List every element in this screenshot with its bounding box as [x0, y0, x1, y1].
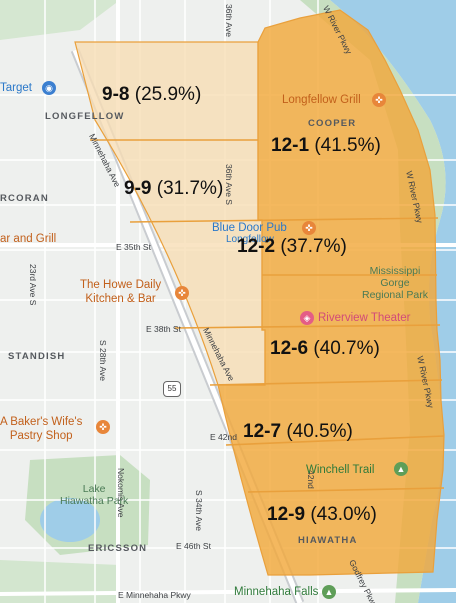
- precinct-id: 12-1: [271, 135, 310, 156]
- precinct-id: 12-2: [237, 236, 276, 257]
- shopping-bag-icon[interactable]: ◉: [42, 81, 56, 95]
- poi-label-line: A Baker's Wife's: [0, 416, 83, 428]
- park-label-line: Gorge: [380, 277, 410, 289]
- street-s-34th-ave: S 34th Ave: [194, 490, 204, 531]
- precinct-label-12-9[interactable]: 12-9 (43.0%): [267, 504, 377, 526]
- park-mississippi-gorge: Mississippi Gorge Regional Park: [362, 265, 428, 301]
- poi-target[interactable]: Target: [0, 82, 32, 94]
- neighborhood-ericsson: ERICSSON: [88, 543, 148, 554]
- poi-howe-daily[interactable]: The Howe Daily Kitchen & Bar: [80, 278, 161, 306]
- street-s-28th-ave: S 28th Ave: [98, 340, 108, 381]
- park-top-left: [0, 0, 120, 40]
- park-label-line: Mississippi: [369, 265, 421, 277]
- poi-label-line: The Howe Daily: [80, 279, 162, 291]
- lake-hiawatha: [40, 498, 100, 542]
- theater-icon[interactable]: ◈: [300, 311, 314, 325]
- street-23rd-ave-s: 23rd Ave S: [28, 264, 38, 306]
- restaurant-icon[interactable]: ✜: [96, 420, 110, 434]
- precinct-id: 9-9: [124, 178, 152, 199]
- poi-riverview-theater[interactable]: Riverview Theater: [318, 312, 411, 324]
- left-green: [0, 560, 120, 603]
- poi-longfellow-grill[interactable]: Longfellow Grill: [282, 94, 361, 106]
- precinct-pct: (25.9%): [134, 84, 202, 105]
- precinct-pct: (41.5%): [314, 135, 381, 156]
- poi-label-line: Pastry Shop: [9, 430, 73, 442]
- street-36th-ave: 36th Ave: [224, 4, 234, 37]
- street-e-46th: E 46th St: [176, 541, 211, 551]
- street-e-42nd: E 42nd: [210, 432, 237, 442]
- poi-bar-and-grill[interactable]: ar and Grill: [0, 233, 57, 245]
- park-label-line: Lake: [82, 483, 106, 495]
- precinct-id: 12-7: [243, 421, 282, 442]
- precinct-id: 12-6: [270, 338, 309, 359]
- precinct-label-12-1[interactable]: 12-1 (41.5%): [271, 135, 381, 157]
- park-lake-hiawatha: Lake Hiawatha Park: [60, 483, 128, 507]
- street-e-38th: E 38th St: [146, 324, 181, 334]
- park-label-line: Hiawatha Park: [60, 495, 129, 507]
- precinct-id: 12-9: [267, 504, 306, 525]
- precinct-pct: (43.0%): [310, 504, 377, 525]
- precinct-label-12-2[interactable]: 12-2 (37.7%): [237, 236, 347, 258]
- street-36th-ave-s: 36th Ave S: [224, 164, 234, 205]
- street-e-minnehaha-pkwy: E Minnehaha Pkwy: [118, 590, 191, 600]
- precinct-label-12-7[interactable]: 12-7 (40.5%): [243, 421, 353, 443]
- precinct-id: 9-8: [102, 84, 130, 105]
- neighborhood-cooper: COOPER: [308, 118, 357, 129]
- poi-winchell-trail[interactable]: Winchell Trail: [306, 464, 375, 476]
- street-e-35th: E 35th St: [116, 242, 151, 252]
- neighborhood-hiawatha: HIAWATHA: [298, 535, 358, 546]
- neighborhood-longfellow: LONGFELLOW: [45, 111, 125, 122]
- precinct-label-12-6[interactable]: 12-6 (40.7%): [270, 338, 380, 360]
- neighborhood-corcoran: RCORAN: [0, 193, 49, 204]
- poi-blue-door-sub: Longfellow: [226, 234, 274, 245]
- precinct-pct: (40.5%): [286, 421, 353, 442]
- precinct-pct: (40.7%): [313, 338, 380, 359]
- precinct-label-9-8[interactable]: 9-8 (25.9%): [102, 84, 201, 106]
- precinct-label-9-9[interactable]: 9-9 (31.7%): [124, 178, 223, 200]
- poi-minnehaha-falls[interactable]: Minnehaha Falls: [234, 586, 319, 598]
- precinct-pct: (31.7%): [156, 178, 224, 199]
- park-icon[interactable]: ▲: [322, 585, 336, 599]
- neighborhood-standish: STANDISH: [8, 351, 66, 362]
- park-label-line: Regional Park: [362, 289, 428, 301]
- restaurant-icon[interactable]: ✜: [372, 93, 386, 107]
- poi-label-line: Kitchen & Bar: [85, 293, 156, 305]
- trail-icon[interactable]: ▲: [394, 462, 408, 476]
- poi-bakers-wife[interactable]: A Baker's Wife's Pastry Shop: [0, 415, 82, 443]
- restaurant-icon[interactable]: ✜: [302, 221, 316, 235]
- restaurant-icon[interactable]: ✜: [175, 286, 189, 300]
- poi-blue-door-pub[interactable]: Blue Door Pub: [212, 222, 287, 234]
- precinct-pct: (37.7%): [280, 236, 347, 257]
- highway-55-shield: 55: [163, 381, 181, 397]
